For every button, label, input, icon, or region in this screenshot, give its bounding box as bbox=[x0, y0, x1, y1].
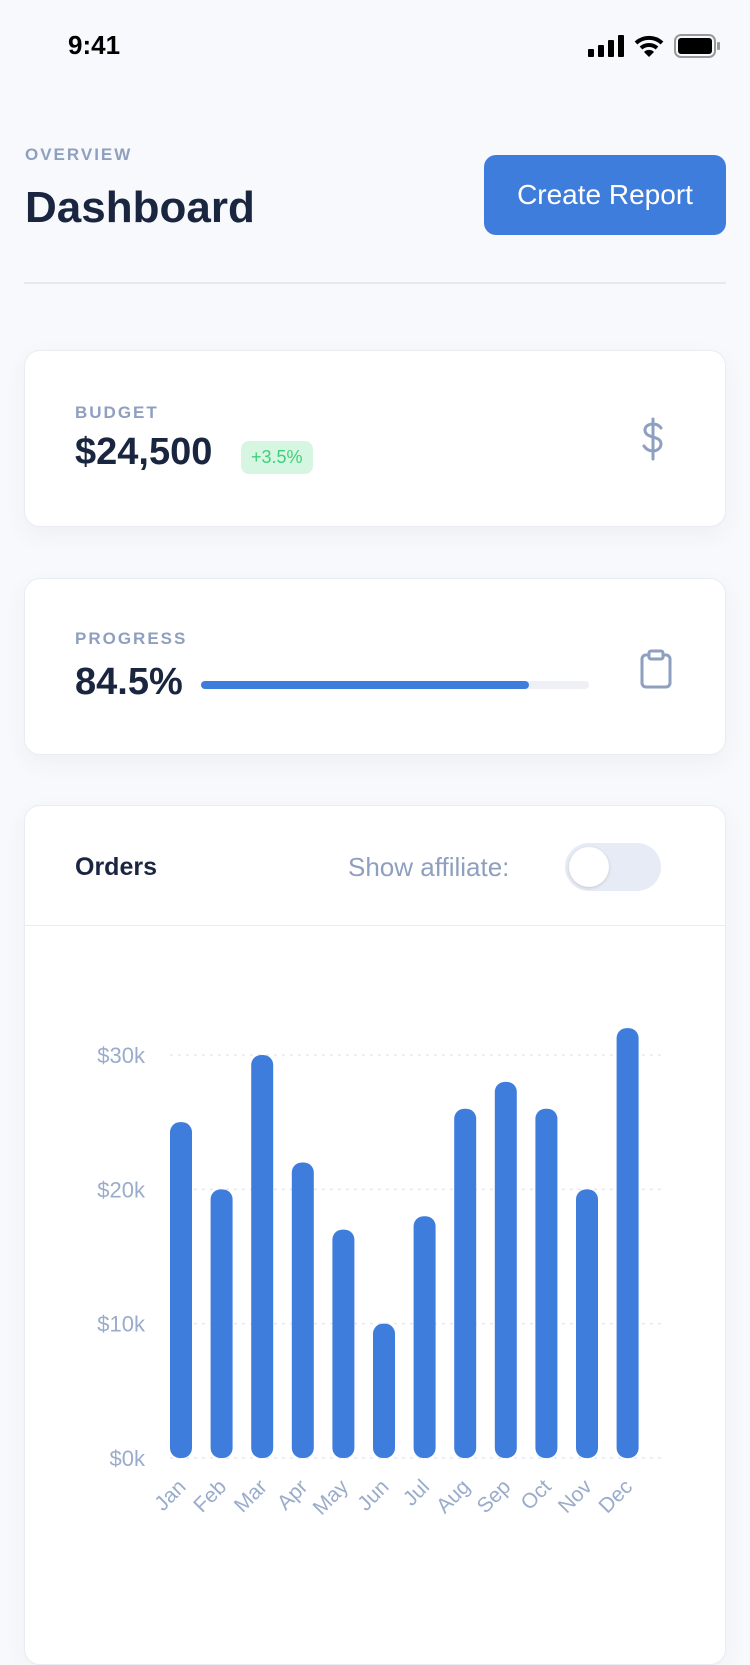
progress-value: 84.5% bbox=[75, 661, 183, 703]
bar-jan bbox=[170, 1122, 192, 1458]
bar-jul bbox=[413, 1216, 436, 1458]
show-affiliate-label: Show affiliate: bbox=[348, 852, 510, 882]
y-tick-label: $20k bbox=[97, 1177, 146, 1202]
bar-mar bbox=[251, 1055, 274, 1458]
status-icons bbox=[588, 34, 720, 58]
y-tick-label: $30k bbox=[97, 1043, 146, 1068]
bar-apr bbox=[291, 1162, 314, 1458]
budget-value: $24,500 bbox=[75, 431, 213, 473]
bar-oct bbox=[535, 1108, 558, 1458]
header-divider bbox=[24, 282, 726, 284]
show-affiliate-toggle[interactable] bbox=[565, 843, 661, 891]
bar-sep bbox=[494, 1081, 517, 1458]
x-tick-label: Jan bbox=[150, 1475, 190, 1515]
x-tick-label: Sep bbox=[473, 1475, 516, 1518]
wifi-icon bbox=[634, 35, 664, 57]
x-tick-label: Oct bbox=[517, 1475, 556, 1514]
orders-card: Orders Show affiliate: $0k $10k $20k $30k Ja… bbox=[24, 805, 726, 1665]
x-tick-label: Feb bbox=[189, 1475, 231, 1517]
progress-card: PROGRESS 84.5% bbox=[24, 578, 726, 755]
bar-may bbox=[332, 1229, 355, 1458]
budget-card: BUDGET $24,500 +3.5% bbox=[24, 350, 726, 527]
x-tick-label: Jul bbox=[399, 1475, 434, 1510]
x-tick-label: Aug bbox=[432, 1475, 475, 1518]
bar-aug bbox=[454, 1108, 477, 1458]
page-title: Dashboard bbox=[25, 183, 255, 232]
orders-title: Orders bbox=[75, 853, 157, 881]
x-tick-label: Dec bbox=[594, 1475, 637, 1518]
x-tick-label: May bbox=[309, 1475, 354, 1520]
budget-label: BUDGET bbox=[75, 403, 159, 422]
bar-dec bbox=[616, 1028, 639, 1458]
toggle-knob bbox=[569, 847, 609, 887]
battery-icon bbox=[674, 34, 720, 58]
create-report-button[interactable]: Create Report bbox=[484, 155, 726, 235]
progress-bar bbox=[201, 681, 589, 689]
progress-bar-fill bbox=[201, 681, 529, 689]
bar-nov bbox=[576, 1189, 598, 1458]
bar-feb bbox=[210, 1189, 233, 1458]
budget-change-badge: +3.5% bbox=[241, 441, 313, 474]
x-tick-label: Mar bbox=[230, 1475, 272, 1517]
progress-label: PROGRESS bbox=[75, 629, 188, 648]
x-tick-label: Jun bbox=[353, 1475, 393, 1515]
bar-jun bbox=[373, 1323, 395, 1458]
x-tick-label: Nov bbox=[554, 1475, 597, 1518]
x-tick-label: Apr bbox=[273, 1475, 312, 1514]
dollar-icon bbox=[642, 417, 663, 461]
y-tick-label: $0k bbox=[110, 1446, 146, 1471]
card-header-divider bbox=[25, 925, 725, 926]
y-tick-label: $10k bbox=[97, 1312, 146, 1337]
cellular-signal-icon bbox=[588, 35, 624, 57]
status-time: 9:41 bbox=[68, 30, 121, 60]
page-eyebrow: OVERVIEW bbox=[25, 145, 133, 164]
clipboard-icon bbox=[640, 649, 672, 689]
